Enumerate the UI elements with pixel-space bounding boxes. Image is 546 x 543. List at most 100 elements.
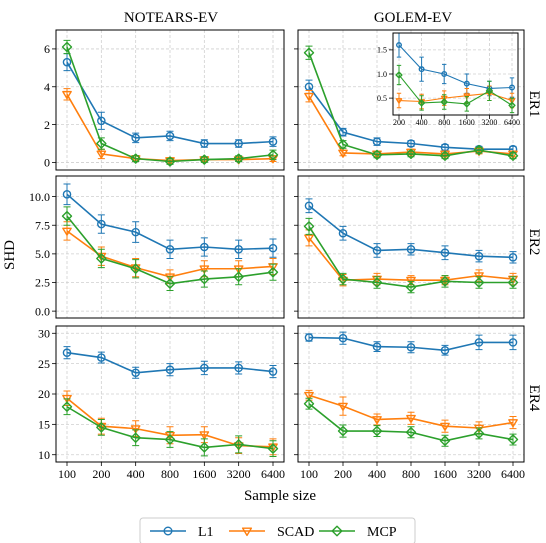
data-point [165, 131, 175, 141]
data-point [303, 398, 315, 409]
data-point [406, 244, 416, 254]
data-point [338, 228, 348, 238]
y-tick-label: 2.5 [35, 276, 50, 290]
data-point [131, 368, 140, 378]
error-bar [63, 183, 71, 206]
legend-label-l1: L1 [198, 525, 214, 540]
panel-er4-notears-ev: 100 200 400 800 1600 3200 6400 10 15 20 25 30 [38, 325, 285, 481]
data-point [97, 116, 106, 126]
data-point [418, 99, 426, 107]
x-tick-label: 800 [161, 467, 179, 481]
error-bar [132, 221, 140, 243]
error-bar [269, 440, 277, 458]
data-point [199, 154, 210, 165]
data-point [463, 80, 470, 87]
data-point [61, 210, 73, 222]
data-point [131, 133, 140, 143]
data-point [337, 425, 349, 437]
data-point [395, 71, 403, 79]
panel-er1-golem-ev-inset: 200 400 800 1600 3200 6400 0.5 1.0 1.5 [377, 32, 520, 127]
legend-frame [139, 517, 416, 543]
data-point [337, 139, 349, 150]
row-label-er4: ER4 [526, 385, 542, 412]
data-point [96, 150, 107, 159]
error-bar [97, 248, 105, 269]
y-tick-label: 30 [38, 326, 50, 340]
data-point [61, 41, 73, 53]
data-point [130, 432, 141, 443]
data-point [463, 93, 471, 100]
row-label-er2: ER2 [526, 229, 542, 256]
x-tick-label: 1600 [459, 118, 475, 127]
data-point [441, 70, 448, 77]
data-point [406, 342, 416, 352]
data-point [234, 139, 243, 148]
data-point [199, 273, 210, 285]
data-point [267, 443, 279, 454]
data-point [508, 253, 518, 262]
series-l1 [304, 198, 518, 264]
x-tick-label: 400 [127, 467, 145, 481]
data-point [395, 98, 403, 104]
data-point [371, 277, 383, 288]
error-bar [442, 94, 447, 110]
data-point [267, 149, 279, 161]
data-point [473, 428, 485, 439]
x-tick-label: 200 [334, 467, 352, 481]
data-point [396, 42, 403, 49]
data-point [418, 66, 425, 73]
panel-er4-golem-ev: 100 200 400 800 1600 3200 6400 [294, 325, 525, 481]
error-bar [464, 96, 469, 112]
legend: L1 SCAD MCP [139, 517, 416, 543]
data-point [268, 137, 278, 146]
data-point [96, 138, 107, 149]
error-bar [269, 238, 277, 258]
panel-frame [392, 32, 519, 116]
series-mcp [61, 398, 279, 458]
data-point [164, 156, 176, 167]
col-title-notears: NOTEARS-EV [124, 10, 218, 26]
data-point [338, 333, 348, 343]
data-point [164, 278, 176, 289]
data-point [439, 150, 451, 162]
x-tick-label: 3200 [481, 118, 497, 127]
series-mcp [61, 206, 279, 292]
data-point [439, 276, 451, 287]
data-point [233, 153, 244, 164]
y-tick-label: 15 [38, 418, 50, 432]
error-bar [200, 438, 208, 457]
error-bar [419, 56, 424, 82]
error-bar [97, 214, 105, 234]
data-point [372, 342, 382, 351]
series-l1 [304, 331, 518, 356]
panel-frame [55, 29, 285, 171]
data-point [165, 273, 175, 282]
x-tick-label: 1600 [433, 467, 457, 481]
error-bar [442, 63, 447, 85]
series-line [398, 92, 513, 103]
data-point [97, 353, 106, 362]
panel-frame [55, 175, 285, 319]
y-tick-label: 10.0 [29, 190, 50, 204]
x-tick-label: 6400 [504, 118, 520, 127]
error-bar [305, 217, 313, 235]
y-tick-label: 0 [44, 156, 50, 170]
error-bar [339, 225, 347, 241]
error-bar [475, 334, 483, 351]
panels: 0 2 4 6 0.0 2.5 5.0 7.5 10.0 100 200 400 800 1600 3200… [29, 29, 525, 481]
x-tick-label: 800 [402, 467, 420, 481]
data-point [199, 442, 210, 453]
x-tick-label: 100 [300, 467, 318, 481]
data-point [234, 363, 243, 373]
data-point [371, 149, 383, 161]
data-point [62, 90, 72, 100]
data-point [62, 348, 72, 358]
error-bar [373, 243, 381, 258]
x-tick-label: 400 [368, 467, 386, 481]
y-tick-label: 1.5 [377, 46, 387, 55]
x-tick-label: 200 [393, 118, 405, 127]
series-mcp [303, 45, 519, 162]
legend-marker-scad [241, 527, 253, 537]
error-bar [509, 97, 515, 114]
data-point [131, 227, 140, 237]
